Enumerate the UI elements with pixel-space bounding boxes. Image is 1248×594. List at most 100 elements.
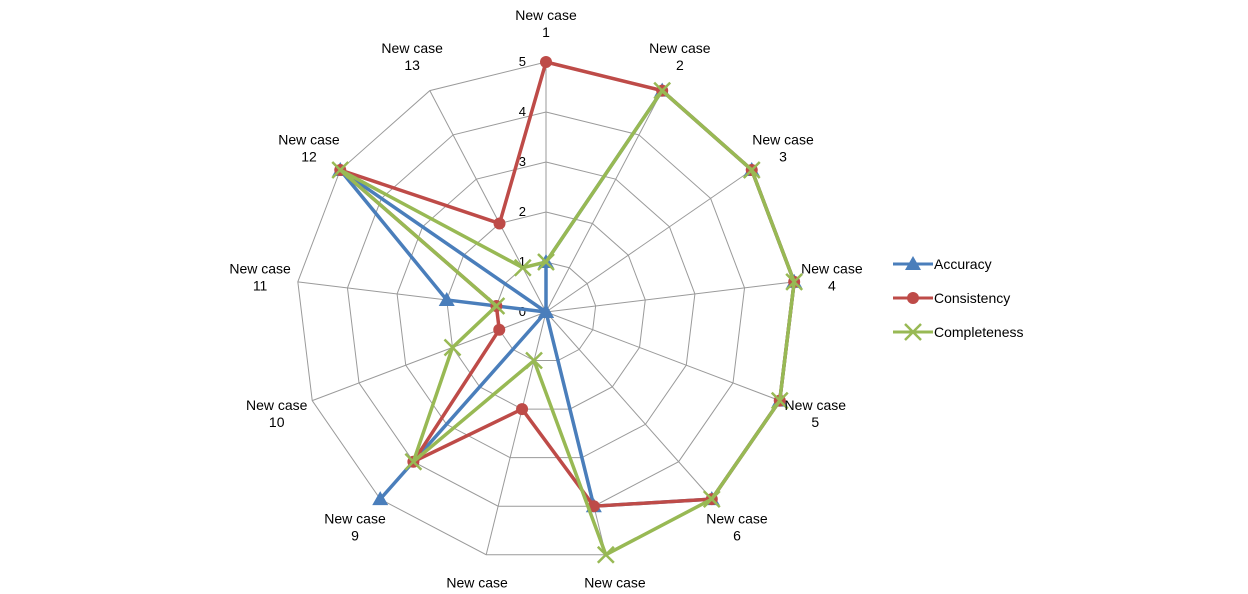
marker-stroke (525, 351, 543, 370)
category-label-line: New case (584, 575, 646, 591)
category-label: New case 1 (515, 7, 577, 40)
data-point-marker (513, 258, 532, 277)
category-label-line: 12 (301, 148, 317, 164)
data-point-marker (905, 256, 921, 270)
data-point-marker (516, 403, 529, 416)
category-label: New case 9 (324, 511, 386, 544)
category-label-line: New case (649, 40, 711, 56)
marker-stroke (443, 338, 462, 357)
data-point-marker (493, 323, 506, 336)
marker-stroke (653, 81, 672, 100)
series-line-consistency (338, 60, 796, 508)
data-point-marker (537, 253, 555, 271)
category-label-line: New case (229, 260, 291, 276)
data-point-marker (702, 490, 721, 509)
marker-stroke (513, 258, 532, 277)
grid-spoke (312, 311, 547, 402)
legend: Accuracy Consistency Completeness (893, 256, 1024, 341)
data-point-marker (487, 297, 506, 315)
category-label-line: 7 (611, 592, 619, 594)
legend-item-completeness: Completeness (893, 323, 1024, 341)
grid-spoke (485, 311, 547, 555)
category-label: New case 10 (246, 397, 308, 430)
tick-label: 2 (519, 204, 526, 219)
marker-stroke (331, 161, 350, 179)
series-completeness (331, 81, 804, 564)
category-label-line: 1 (542, 24, 550, 40)
tick-label: 3 (519, 154, 526, 169)
category-label-line: New case (801, 260, 863, 276)
marker-stroke (785, 272, 804, 291)
marker-stroke (904, 323, 922, 341)
data-point-marker (540, 56, 552, 68)
radial-tick-labels: 0 1 2 3 4 5 (519, 54, 526, 319)
tick-label: 5 (519, 54, 526, 69)
data-point-marker (904, 323, 922, 341)
category-label: New case7 (584, 575, 646, 594)
data-point-marker (331, 161, 350, 179)
category-label: New case8 (446, 575, 508, 594)
tick-label: 4 (519, 104, 526, 119)
series-line-completeness (338, 88, 796, 557)
category-label: New case 6 (706, 511, 768, 544)
grid-spoke (545, 90, 663, 313)
category-label-line: 9 (351, 528, 359, 544)
data-point-marker (443, 338, 462, 357)
marker-stroke (702, 490, 721, 509)
series-line-accuracy (338, 88, 796, 508)
category-label-line: 3 (779, 148, 787, 164)
category-label-line: New case (706, 511, 768, 527)
category-label: New case 11 (229, 260, 291, 293)
marker-stroke (742, 161, 761, 179)
category-label-line: New case (246, 397, 308, 413)
category-label-line: New case (278, 131, 340, 147)
category-label: New case 5 (785, 397, 847, 430)
category-label-line: 13 (404, 57, 420, 73)
legend-label: Consistency (934, 290, 1010, 306)
legend-label: Completeness (934, 324, 1024, 340)
category-label: New case 3 (752, 131, 814, 164)
data-point-marker (525, 351, 543, 370)
data-point-marker (493, 217, 506, 230)
category-label-line: New case (752, 131, 814, 147)
grid-spoke (545, 311, 713, 500)
category-label: New case 2 (649, 40, 711, 73)
marker-stroke (770, 391, 789, 410)
data-point-marker (785, 272, 804, 291)
category-label-line: 5 (811, 414, 819, 430)
legend-item-consistency: Consistency (893, 290, 1010, 306)
grid-ring (495, 261, 597, 362)
data-point-marker (770, 391, 789, 410)
category-label-line: 2 (676, 57, 684, 73)
tick-label: 1 (519, 254, 526, 269)
category-label: New case 4 (801, 260, 863, 293)
data-point-marker (742, 161, 761, 179)
data-point-marker (587, 500, 600, 513)
category-label-line: New case (515, 7, 577, 23)
category-label-line: 10 (269, 414, 285, 430)
category-label-line: 11 (253, 277, 268, 293)
category-label-line: 4 (828, 277, 836, 293)
data-point-marker (907, 292, 919, 304)
data-series (331, 56, 804, 564)
category-label-line: 8 (473, 592, 481, 594)
grid-spoke (545, 281, 795, 313)
data-point-marker (372, 491, 389, 506)
marker-stroke (487, 297, 506, 315)
data-point-marker (438, 291, 455, 306)
category-label-line: 6 (733, 528, 741, 544)
category-label: New case 13 (381, 40, 443, 73)
legend-item-accuracy: Accuracy (893, 256, 992, 272)
data-point-marker (538, 304, 554, 318)
category-label-line: New case (785, 397, 847, 413)
marker-stroke (596, 545, 615, 564)
grid-spoke (429, 90, 547, 313)
category-label-line: New case (446, 575, 508, 591)
data-point-marker (596, 545, 615, 564)
category-label: New case 12 (278, 131, 340, 164)
grid-spoke (545, 169, 753, 313)
tick-label: 0 (519, 304, 526, 319)
marker-stroke (537, 253, 555, 271)
